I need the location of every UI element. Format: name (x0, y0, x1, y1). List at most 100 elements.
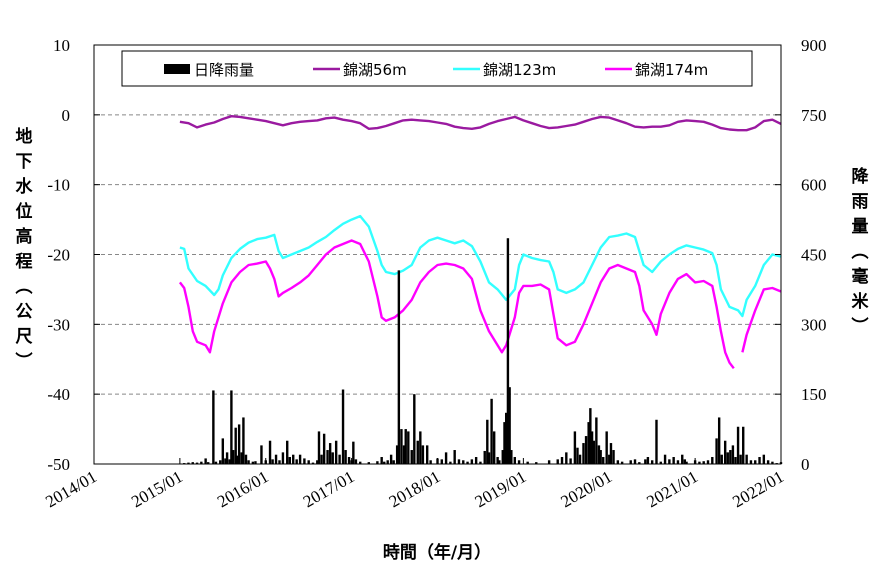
rain-bar (702, 461, 705, 464)
rain-bar (659, 461, 662, 464)
legend-label-56m: 錦湖56m (343, 61, 407, 79)
rain-bar (487, 452, 491, 464)
rain-bar (421, 445, 425, 464)
rain-bar (587, 422, 590, 464)
rain-bar (288, 457, 291, 464)
rain-bar (717, 417, 721, 464)
rain-bar (605, 431, 608, 464)
rain-bar (392, 460, 395, 464)
rain-bar (326, 450, 329, 464)
y-left-tick-label: -50 (47, 455, 70, 474)
legend-label-123m: 錦湖123m (483, 61, 556, 79)
rain-bar (503, 422, 506, 464)
y-right-tick-label: 600 (801, 176, 827, 195)
rain-bar (237, 424, 241, 464)
rain-bar (236, 455, 239, 464)
rain-bar (322, 433, 326, 464)
rain-bar (638, 462, 641, 464)
rain-bar (569, 458, 572, 464)
rain-bar (535, 462, 538, 464)
rain-bar (230, 390, 233, 464)
rain-bar (271, 459, 274, 464)
rain-bar (650, 460, 654, 464)
rain-bar (212, 390, 215, 464)
rain-bar (644, 459, 647, 464)
rain-bar (592, 440, 595, 464)
rain-bar (413, 394, 416, 464)
rain-bar (234, 427, 237, 464)
rain-bar (565, 452, 568, 464)
rain-bar (354, 459, 358, 464)
rain-bar (492, 431, 496, 464)
rain-bar (683, 459, 687, 464)
rain-bar (672, 457, 675, 464)
rain-bar (663, 454, 667, 464)
rain-bar (367, 462, 370, 464)
rain-bar (590, 431, 594, 464)
rain-bar (286, 440, 289, 464)
rain-bar (734, 457, 737, 464)
rain-bar (501, 450, 504, 464)
rain-bar (402, 445, 406, 464)
rain-bar (486, 419, 489, 464)
rain-bar (560, 457, 564, 464)
x-tick-label: 2022/01 (729, 467, 787, 511)
legend-swatch-rain (164, 64, 190, 74)
rain-bar (731, 445, 735, 464)
rain-bar (395, 445, 399, 464)
rain-bar (331, 452, 334, 464)
rain-bar (440, 459, 443, 464)
rain-bar (729, 450, 732, 464)
rain-bar (513, 457, 516, 464)
rain-bar (517, 460, 521, 464)
rain-bar (612, 450, 615, 464)
rain-bar (506, 238, 510, 464)
rain-bar (698, 461, 701, 464)
rain-bar (224, 458, 227, 464)
rain-bar (576, 447, 579, 464)
rain-bar (416, 440, 419, 464)
rain-bar (225, 452, 229, 464)
rain-bar (341, 389, 345, 464)
rain-bar (221, 438, 225, 464)
rain-bar (668, 459, 671, 464)
rain-bar (754, 460, 757, 464)
rain-bar (298, 454, 302, 464)
rain-bar (449, 461, 452, 464)
rain-bar (720, 454, 723, 464)
rain-bar (268, 440, 272, 464)
rain-bar (766, 460, 770, 464)
legend-label-rain: 日降雨量 (194, 61, 254, 79)
rain-bar (715, 438, 718, 464)
rain-bar (595, 417, 598, 464)
rain-bar (723, 440, 727, 464)
rain-bar (462, 460, 465, 464)
x-tick-label: 2019/01 (472, 467, 530, 511)
rain-bar (425, 445, 429, 464)
series-line-2 (741, 286, 782, 353)
y-right-tick-label: 450 (801, 246, 827, 265)
rain-bar (573, 431, 577, 464)
rain-bar (260, 445, 263, 464)
rain-bar (240, 452, 243, 464)
rain-bar (609, 443, 613, 464)
rain-bar (228, 459, 231, 464)
rain-bar (508, 387, 511, 464)
rain-bar (602, 457, 605, 464)
rain-bar (726, 452, 729, 464)
rain-bar (483, 450, 486, 464)
series-line-2 (178, 239, 735, 370)
series-line-0 (179, 114, 782, 132)
rain-bar (407, 431, 410, 464)
rain-bar (466, 461, 469, 464)
x-tick-label: 2018/01 (386, 467, 444, 511)
rain-bar (620, 461, 624, 464)
rain-bar (736, 426, 740, 464)
legend-label-174m: 錦湖174m (635, 61, 708, 79)
rain-bar (386, 460, 389, 464)
y-axis-right-title: 降雨量︵毫米︶ (852, 166, 870, 337)
y-axis-left-title: 地下水位高程︵公尺︶ (16, 126, 34, 372)
y-right-tick-label: 150 (801, 385, 827, 404)
rain-bar (479, 461, 482, 464)
rain-bar (419, 431, 422, 464)
